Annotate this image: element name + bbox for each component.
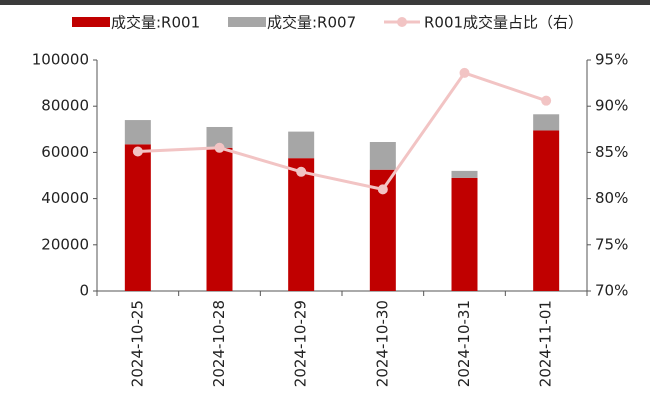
header-bar — [0, 0, 650, 5]
line-point — [296, 166, 307, 177]
x-tick-label: 2024-10-30 — [373, 300, 391, 387]
bar — [288, 131, 315, 159]
line-point — [541, 95, 552, 106]
y-tick-label: 60000 — [41, 143, 89, 161]
y2-tick-label: 70% — [595, 282, 628, 300]
bar — [288, 158, 315, 291]
y-tick-label: 80000 — [41, 97, 89, 115]
y-tick-label: 0 — [79, 282, 89, 300]
y2-tick-label: 75% — [595, 235, 628, 253]
bar — [124, 120, 151, 145]
y2-tick-label: 80% — [595, 189, 628, 207]
x-tick-label: 2024-11-01 — [537, 300, 555, 387]
bar — [451, 177, 478, 291]
legend-label: 成交量:R007 — [267, 14, 356, 32]
bar — [533, 130, 560, 291]
y2-tick-label: 90% — [595, 97, 628, 115]
y-tick-label: 20000 — [41, 235, 89, 253]
line — [137, 71, 547, 192]
y-tick-label: 40000 — [41, 189, 89, 207]
line-point — [459, 67, 470, 78]
x-tick-label: 2024-10-25 — [128, 300, 146, 387]
y-tick-label: 100000 — [32, 51, 89, 69]
y2-tick-label: 85% — [595, 143, 628, 161]
bar — [533, 114, 560, 131]
bar — [369, 142, 396, 170]
bar — [124, 144, 151, 291]
x-tick-label: 2024-10-29 — [292, 300, 310, 387]
bar — [206, 126, 233, 148]
legend-swatch — [228, 17, 266, 27]
legend-label: 成交量:R001 — [111, 14, 200, 32]
legend-label: R001成交量占比（右） — [424, 14, 583, 32]
line-point — [377, 184, 388, 195]
bar — [451, 170, 478, 178]
legend-swatch — [72, 17, 110, 27]
x-tick-label: 2024-10-28 — [210, 300, 228, 387]
legend-marker — [397, 17, 407, 27]
x-tick-label: 2024-10-31 — [455, 300, 473, 387]
bar — [206, 147, 233, 291]
line-point — [214, 142, 225, 153]
y2-tick-label: 95% — [595, 51, 628, 69]
line-point — [132, 146, 143, 157]
